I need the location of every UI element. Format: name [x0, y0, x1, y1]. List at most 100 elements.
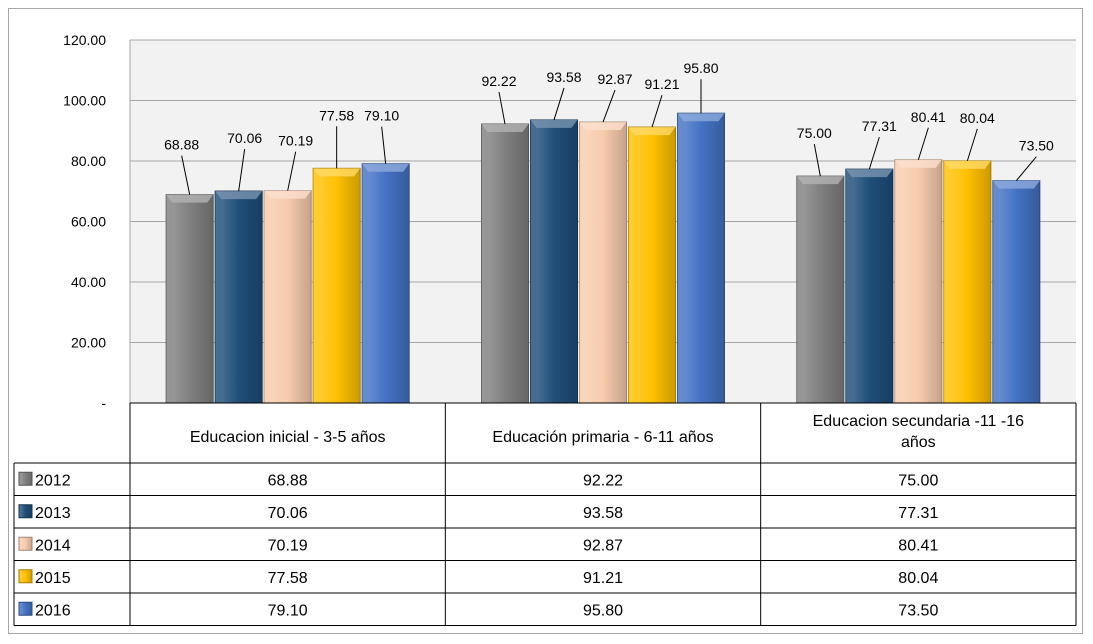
data-label: 93.58: [546, 69, 581, 85]
legend-swatch-2013: [18, 504, 33, 519]
table-cell-value: 75.00: [898, 472, 938, 489]
leader-line: [238, 148, 246, 192]
bar-top-bevel: [943, 160, 991, 169]
legend-swatch-2012: [18, 471, 33, 486]
leader-line: [287, 151, 297, 191]
bar-left-bevel: [166, 194, 173, 403]
bar-top-bevel: [894, 159, 942, 168]
leader-line: [553, 87, 565, 121]
y-tick-label: 80.00: [71, 153, 106, 169]
legend-swatch-2015: [18, 569, 33, 584]
bar-left-bevel: [215, 191, 222, 403]
leader-line: [868, 136, 880, 170]
table-cell-value: 70.06: [268, 505, 308, 522]
table-cell-value: 77.31: [898, 505, 938, 522]
bar-top-bevel: [530, 119, 578, 128]
bar-2015-cat3: [943, 160, 992, 404]
table-cell-value: 79.10: [268, 602, 308, 619]
leader-line: [651, 94, 663, 128]
bar-left-bevel: [362, 163, 369, 403]
table-cell-value: 91.21: [583, 570, 623, 587]
bar-2013-cat3: [845, 168, 894, 404]
data-label: 92.87: [597, 71, 632, 87]
leader-line: [966, 128, 978, 162]
bar-top-bevel: [166, 194, 214, 203]
bar-left-bevel: [628, 127, 635, 403]
data-label: 70.19: [278, 133, 313, 149]
data-label: 80.41: [911, 109, 946, 125]
legend-series-name: 2013: [35, 505, 71, 522]
leader-line: [381, 126, 387, 164]
bar-left-bevel: [992, 180, 999, 403]
category-label: Educacion secundaria -11 -16 años: [813, 413, 1024, 451]
bar-2012-cat2: [481, 123, 529, 404]
bar-top-bevel: [796, 176, 844, 185]
bar-left-bevel: [796, 176, 803, 403]
bar-2014-cat1: [263, 190, 312, 404]
bar-2012-cat3: [796, 175, 845, 404]
bar-left-bevel: [530, 119, 537, 403]
bar-left-bevel: [677, 113, 684, 403]
bar-left-bevel: [264, 190, 271, 403]
bar-2016-cat2: [677, 112, 725, 404]
table-cell-value: 77.58: [268, 570, 308, 587]
table-cell-value: 92.22: [583, 472, 623, 489]
bar-top-bevel: [264, 190, 312, 199]
bar-top-bevel: [313, 168, 361, 177]
leader-line: [602, 89, 616, 123]
data-label: 73.50: [1019, 138, 1054, 154]
bar-left-bevel: [313, 168, 320, 403]
bar-top-bevel: [481, 124, 529, 133]
bar-2013-cat1: [214, 190, 263, 404]
bar-2016-cat1: [361, 163, 410, 404]
bar-2014-cat2: [579, 121, 627, 404]
bar-top-bevel: [845, 169, 893, 178]
bar-2013-cat2: [530, 119, 578, 404]
bar-top-bevel: [628, 127, 676, 136]
table-cell-value: 80.41: [898, 537, 938, 554]
category-label: Educación primaria - 6-11 años: [492, 429, 713, 446]
table-cell-value: 92.87: [583, 537, 623, 554]
bar-left-bevel: [481, 124, 488, 404]
legend-swatch-2016: [18, 601, 33, 616]
leader-line: [1015, 156, 1037, 181]
y-tick-label: 20.00: [71, 335, 106, 351]
bar-2015-cat1: [312, 167, 361, 404]
table-cell-value: 80.04: [898, 570, 938, 587]
leader-line: [181, 155, 191, 195]
bar-top-bevel: [677, 113, 725, 122]
legend-series-name: 2016: [35, 602, 71, 619]
bar-left-bevel: [579, 122, 586, 404]
legend-series-name: 2014: [35, 537, 71, 554]
bar-top-bevel: [579, 122, 627, 131]
y-tick-label: -: [101, 395, 106, 411]
category-label: Educacion inicial - 3-5 años: [190, 429, 386, 446]
data-label: 77.31: [862, 118, 897, 134]
bar-2015-cat2: [628, 126, 676, 404]
bar-2016-cat3: [992, 180, 1041, 404]
bar-left-bevel: [845, 169, 852, 403]
legend-series-name: 2015: [35, 570, 71, 587]
data-label: 75.00: [797, 125, 832, 141]
leader-line: [917, 127, 929, 160]
bar-left-bevel: [894, 159, 901, 403]
table-cell-value: 95.80: [583, 602, 623, 619]
bar-top-bevel: [215, 191, 263, 200]
legend-series-name: 2012: [35, 472, 71, 489]
table-cell-value: 73.50: [898, 602, 938, 619]
bar-left-bevel: [943, 160, 950, 403]
bar-top-bevel: [992, 180, 1040, 189]
data-label: 70.06: [227, 130, 262, 146]
data-label: 77.58: [319, 107, 354, 123]
data-label: 79.10: [364, 108, 399, 124]
y-tick-label: 60.00: [71, 214, 106, 230]
data-label: 80.04: [960, 110, 995, 126]
y-tick-label: 120.00: [63, 32, 106, 48]
leader-line: [498, 91, 506, 125]
bar-2012-cat1: [165, 194, 214, 404]
y-tick-label: 100.00: [63, 93, 106, 109]
table-cell-value: 68.88: [268, 472, 308, 489]
leader-line: [813, 144, 821, 177]
data-label: 91.21: [644, 76, 679, 92]
